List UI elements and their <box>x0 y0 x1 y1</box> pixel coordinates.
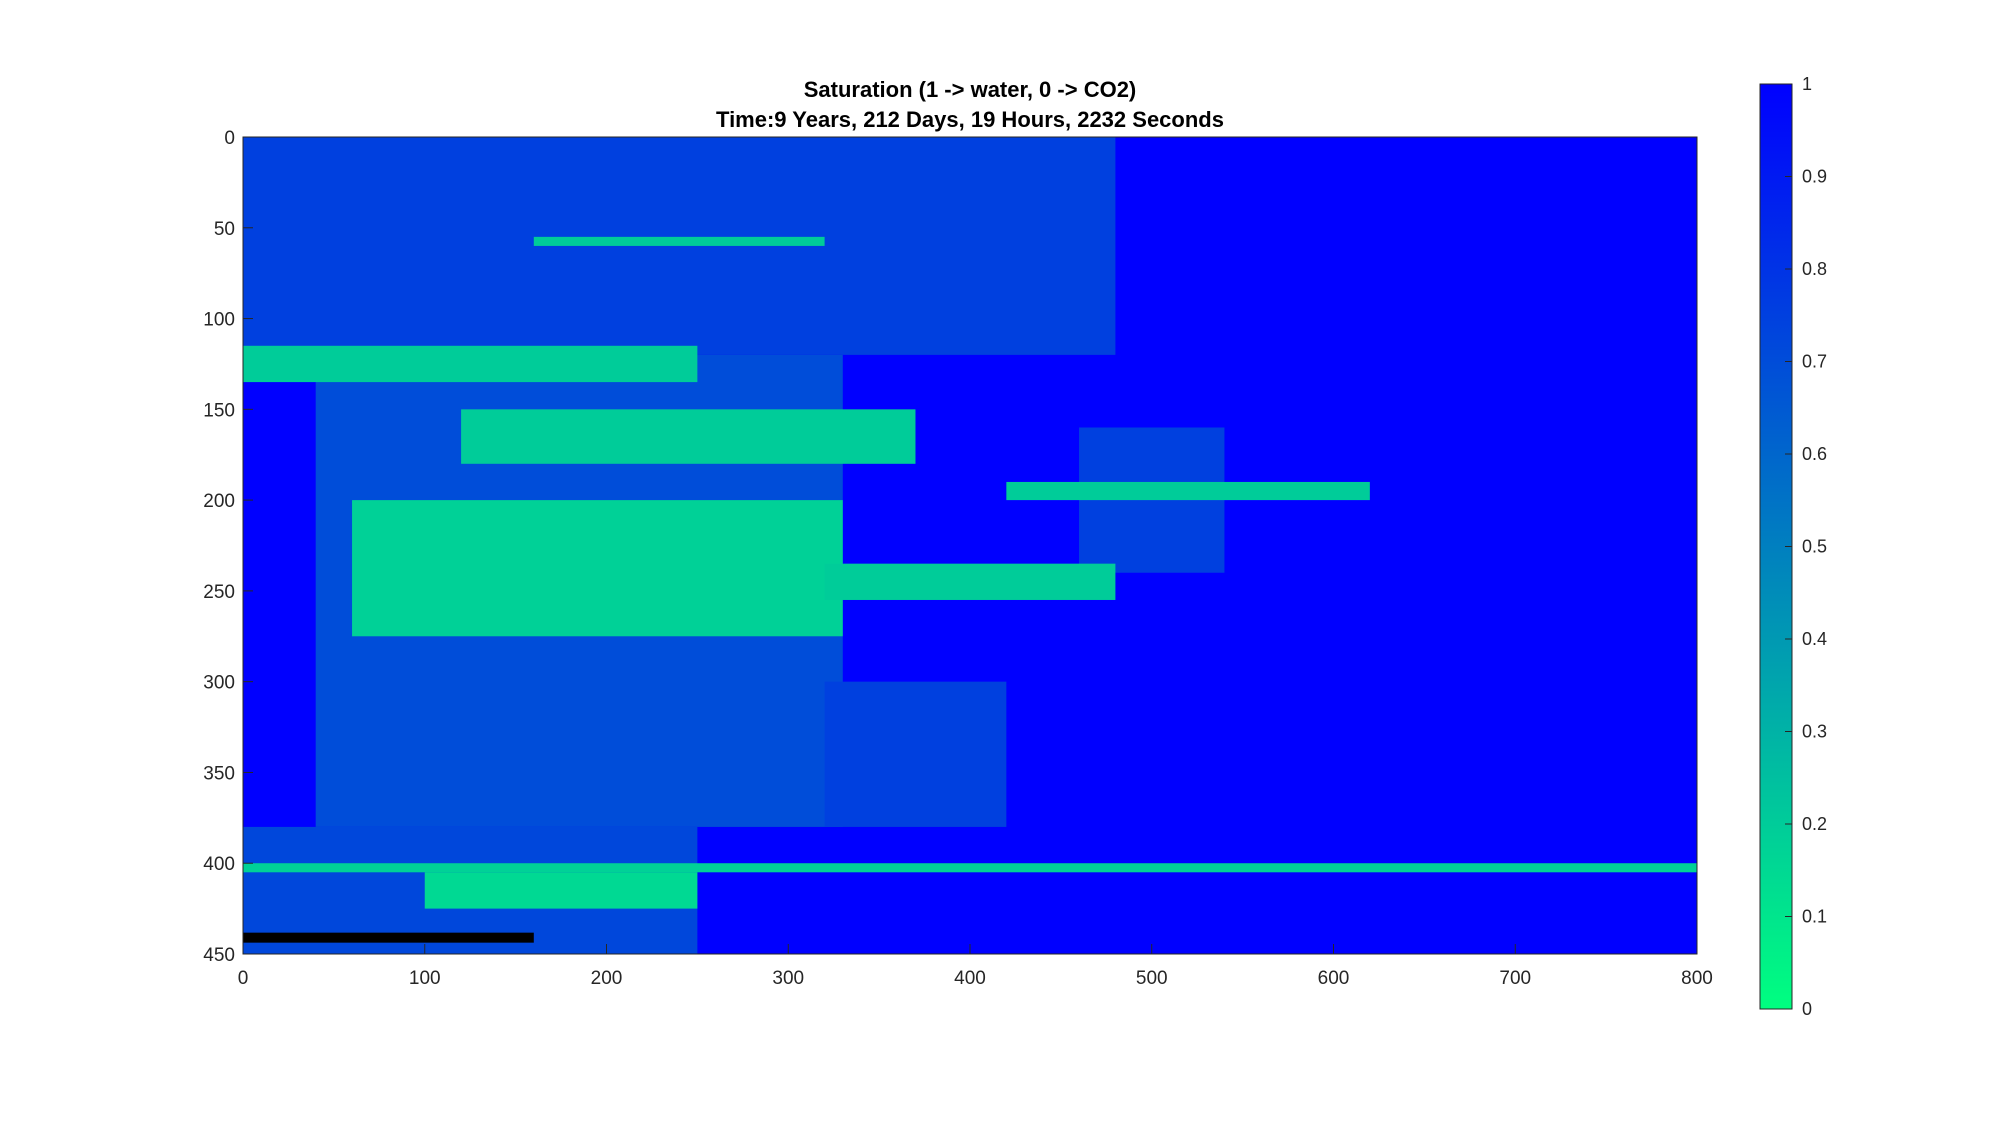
colorbar-tick-label: 0.2 <box>1802 814 1827 834</box>
chart-subtitle: Time:9 Years, 212 Days, 19 Hours, 2232 S… <box>716 107 1224 132</box>
colorbar-tick-label: 0.8 <box>1802 259 1827 279</box>
y-tick-label: 200 <box>203 491 235 512</box>
x-tick-label: 600 <box>1318 968 1350 989</box>
heatmap-region <box>824 563 1116 600</box>
colorbar-tick-label: 0.9 <box>1802 167 1827 187</box>
colorbar-tick-label: 1 <box>1802 74 1812 94</box>
colorbar-tick-label: 0.7 <box>1802 352 1827 372</box>
colorbar-tick-label: 0.4 <box>1802 629 1827 649</box>
y-tick-label: 400 <box>203 854 235 875</box>
chart-title: Saturation (1 -> water, 0 -> CO2) <box>804 77 1137 102</box>
x-tick-label: 0 <box>238 968 249 989</box>
colorbar: 0 0.1 0.2 0.3 0.4 0.5 0.6 0.7 0.8 0.9 1 <box>1759 74 1827 1019</box>
heatmap-region <box>824 681 1007 827</box>
well-marker <box>243 932 534 943</box>
x-axis: 0 100 200 300 400 500 600 700 800 <box>238 944 1713 989</box>
colorbar-ticks: 0 0.1 0.2 0.3 0.4 0.5 0.6 0.7 0.8 0.9 1 <box>1785 74 1827 1019</box>
colorbar-tick-label: 0.6 <box>1802 444 1827 464</box>
x-tick-label: 300 <box>772 968 804 989</box>
x-tick-label: 700 <box>1499 968 1531 989</box>
x-tick-label: 100 <box>409 968 441 989</box>
x-tick-label: 400 <box>954 968 986 989</box>
heatmap-region <box>461 409 916 464</box>
heatmap-region <box>352 500 843 637</box>
y-tick-label: 450 <box>203 945 235 966</box>
heatmap-region <box>243 863 1697 873</box>
heatmap-region <box>243 345 698 383</box>
colorbar-tick-label: 0.3 <box>1802 722 1827 742</box>
colorbar-tick-label: 0 <box>1802 999 1812 1019</box>
heatmap-region <box>533 236 825 246</box>
x-tick-label: 200 <box>591 968 623 989</box>
y-tick-label: 250 <box>203 582 235 603</box>
y-tick-label: 50 <box>214 219 235 240</box>
x-tick-label: 500 <box>1136 968 1168 989</box>
y-tick-label: 150 <box>203 400 235 421</box>
y-axis: 0 50 100 150 200 250 300 350 400 450 <box>203 128 253 966</box>
y-tick-label: 350 <box>203 763 235 784</box>
colorbar-tick-label: 0.5 <box>1802 537 1827 557</box>
y-tick-label: 300 <box>203 673 235 694</box>
colorbar-tick-label: 0.1 <box>1802 907 1827 927</box>
plot-area <box>243 137 1697 954</box>
y-tick-label: 100 <box>203 310 235 331</box>
y-tick-label: 0 <box>224 128 235 149</box>
heatmap-region <box>1006 481 1370 501</box>
x-tick-label: 800 <box>1681 968 1713 989</box>
heatmap-region <box>424 872 698 909</box>
